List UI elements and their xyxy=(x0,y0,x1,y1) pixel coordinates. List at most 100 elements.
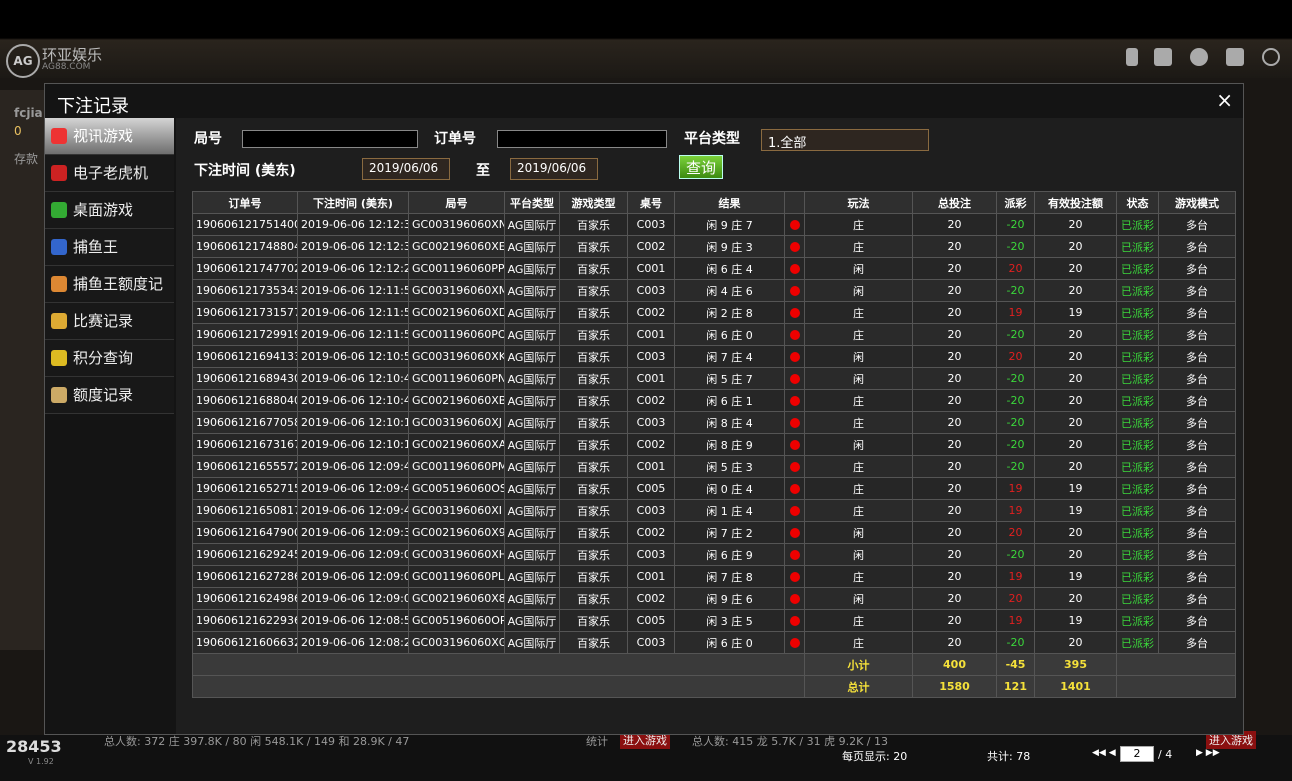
cell: 2019-06-06 12:09:41 xyxy=(297,499,409,522)
cell: C002 xyxy=(627,521,675,544)
cell: 已派彩 xyxy=(1116,455,1159,478)
settings-icon[interactable] xyxy=(1190,48,1208,66)
cell: C001 xyxy=(627,323,675,346)
cell: 19 xyxy=(1034,477,1117,500)
next-buttons[interactable]: ▶ ▶▶ xyxy=(1196,748,1220,758)
replay-icon[interactable] xyxy=(789,308,800,318)
replay-icon[interactable] xyxy=(789,638,800,648)
cell: 2019-06-06 12:09:35 xyxy=(297,521,409,544)
cell: 闲 8 庄 9 xyxy=(674,433,785,456)
cell: 2019-06-06 12:11:50 xyxy=(297,323,409,346)
replay-icon[interactable] xyxy=(789,440,800,450)
cell: 2019-06-06 12:10:11 xyxy=(297,433,409,456)
cell: 百家乐 xyxy=(559,411,628,434)
cell: 百家乐 xyxy=(559,521,628,544)
cell: 百家乐 xyxy=(559,609,628,632)
replay-icon[interactable] xyxy=(789,616,800,626)
replay-icon[interactable] xyxy=(789,506,800,516)
enter-button[interactable]: 进入游戏 xyxy=(1206,731,1256,749)
replay-icon[interactable] xyxy=(789,396,800,406)
power-icon[interactable] xyxy=(1262,48,1280,66)
cell: 19 xyxy=(1034,301,1117,324)
replay-icon[interactable] xyxy=(789,242,800,252)
page-input[interactable]: 2 xyxy=(1120,746,1154,762)
order-input[interactable] xyxy=(497,130,667,148)
replay-icon[interactable] xyxy=(789,220,800,230)
replay-icon[interactable] xyxy=(789,352,800,362)
round-input[interactable] xyxy=(242,130,418,148)
replay-icon[interactable] xyxy=(789,286,800,296)
menu-item[interactable]: 额度记录 xyxy=(45,377,174,414)
cell: 2019-06-06 12:12:35 xyxy=(297,213,409,236)
cell: 百家乐 xyxy=(559,477,628,500)
deposit[interactable]: 存款 xyxy=(14,152,39,166)
cell: GC002196060XA xyxy=(408,433,505,456)
bet-row: 190606121688040 2019-06-06 12:10:43 GC0021… xyxy=(192,389,1236,412)
cell: 190606121647900 xyxy=(192,521,298,544)
cell: -20 xyxy=(996,367,1035,390)
cell: 20 xyxy=(912,631,997,654)
tally[interactable]: 统计 xyxy=(586,735,608,748)
replay-icon[interactable] xyxy=(789,550,800,560)
cell: AG国际厅 xyxy=(504,477,560,500)
menu-item[interactable]: 比赛记录 xyxy=(45,303,174,340)
cell: AG国际厅 xyxy=(504,565,560,588)
menu-label: 额度记录 xyxy=(73,386,134,404)
cell: 19 xyxy=(1034,499,1117,522)
cell: 20 xyxy=(1034,543,1117,566)
replay-icon[interactable] xyxy=(789,572,800,582)
cell: 20 xyxy=(1034,631,1117,654)
replay-icon[interactable] xyxy=(789,528,800,538)
chat-icon[interactable] xyxy=(1226,48,1244,66)
cell: GC001196060PO xyxy=(408,323,505,346)
cell: AG国际厅 xyxy=(504,609,560,632)
menu-item[interactable]: 桌面游戏 xyxy=(45,192,174,229)
music-icon[interactable] xyxy=(1154,48,1172,66)
replay-cell xyxy=(784,631,805,654)
replay-cell xyxy=(784,499,805,522)
bet-row: 190606121689430 2019-06-06 12:10:45 GC0011… xyxy=(192,367,1236,390)
menu-item[interactable]: 积分查询 xyxy=(45,340,174,377)
cell: 闲 4 庄 6 xyxy=(674,279,785,302)
prev-buttons[interactable]: ◀◀ ◀ xyxy=(1092,748,1116,758)
subtotal-payout: -45 xyxy=(996,653,1035,676)
cell: 多台 xyxy=(1158,543,1236,566)
menu-item[interactable]: 电子老虎机 xyxy=(45,155,174,192)
enter-button[interactable]: 进入游戏 xyxy=(620,731,670,749)
cell: 已派彩 xyxy=(1116,367,1159,390)
bet-row: 190606121751400 2019-06-06 12:12:35 GC0031… xyxy=(192,213,1236,236)
cell: 190606121689430 xyxy=(192,367,298,390)
column-header: 局号 xyxy=(408,191,505,214)
end-date[interactable]: 2019/06/06 xyxy=(510,158,598,180)
query-button[interactable]: 查询 xyxy=(679,155,724,179)
replay-icon[interactable] xyxy=(789,594,800,604)
bet-row: 190606121729919 2019-06-06 12:11:50 GC0011… xyxy=(192,323,1236,346)
replay-icon[interactable] xyxy=(789,484,800,494)
menu-item[interactable]: 视讯游戏 xyxy=(45,118,174,155)
cell: 20 xyxy=(912,213,997,236)
start-date[interactable]: 2019/06/06 xyxy=(362,158,450,180)
menu-item[interactable]: 捕鱼王 xyxy=(45,229,174,266)
cell: AG国际厅 xyxy=(504,521,560,544)
cell: 190606121624986 xyxy=(192,587,298,610)
cell: 闲 6 庄 1 xyxy=(674,389,785,412)
cell: 已派彩 xyxy=(1116,631,1159,654)
cell: 20 xyxy=(912,433,997,456)
platform-select[interactable]: 1.全部 xyxy=(761,129,929,151)
menu-item[interactable]: 捕鱼王额度记录 xyxy=(45,266,174,329)
cell: 多台 xyxy=(1158,257,1236,280)
replay-icon[interactable] xyxy=(789,330,800,340)
replay-icon[interactable] xyxy=(789,264,800,274)
mobile-icon[interactable] xyxy=(1126,48,1138,66)
replay-icon[interactable] xyxy=(789,418,800,428)
replay-icon[interactable] xyxy=(789,462,800,472)
cell: 多台 xyxy=(1158,389,1236,412)
replay-icon[interactable] xyxy=(789,374,800,384)
close-button[interactable]: × xyxy=(1216,88,1233,112)
cell: AG国际厅 xyxy=(504,587,560,610)
cell: 20 xyxy=(912,323,997,346)
cell: 20 xyxy=(912,477,997,500)
cell: 百家乐 xyxy=(559,279,628,302)
cell: GC001196060PM xyxy=(408,455,505,478)
